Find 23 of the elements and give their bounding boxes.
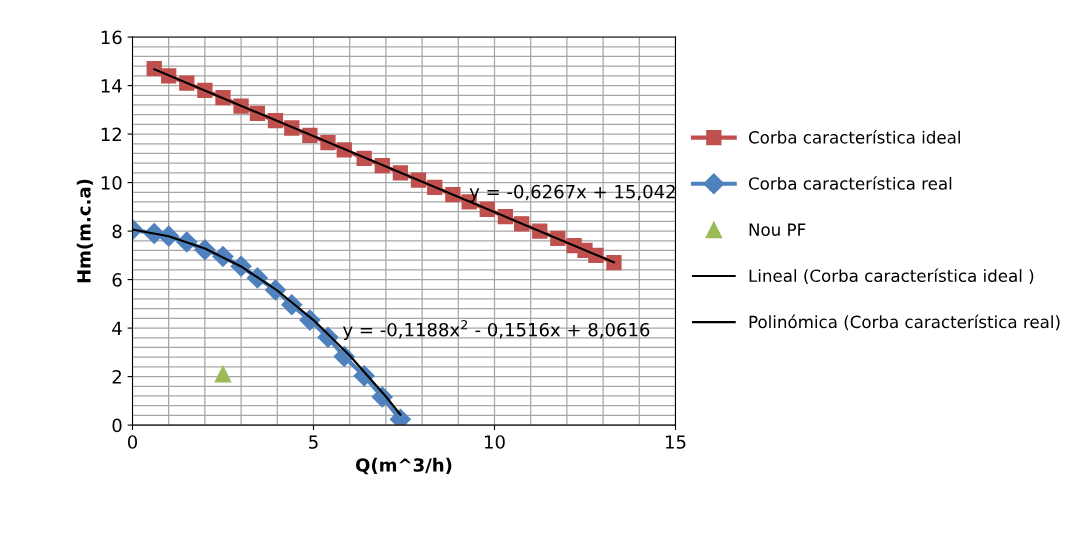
y-tick-label: 0 bbox=[112, 418, 122, 433]
y-tick-label: 6 bbox=[112, 273, 122, 287]
y-tick-label: 2 bbox=[112, 370, 121, 384]
legend-label: Lineal (Corba característica ideal ) bbox=[749, 268, 1034, 285]
annotation: y = -0,1188x$^{2}$ - 0,1516x + 8,0616 bbox=[342, 319, 650, 341]
point bbox=[214, 365, 232, 383]
legend-label: Corba característica real bbox=[748, 176, 952, 190]
y-tick-label: 8 bbox=[112, 224, 122, 239]
x-tick-label: 15 bbox=[665, 435, 686, 449]
x-axis-title: Q(m^3/h) bbox=[355, 457, 452, 475]
point bbox=[606, 254, 622, 271]
x-tick-label: 0 bbox=[127, 435, 138, 449]
y-axis-title: Hm(m.c.a) bbox=[76, 179, 93, 283]
y-tick-label: 12 bbox=[101, 127, 121, 141]
legend-label: Nou PF bbox=[749, 223, 806, 236]
legend-label: Polinómica (Corba característica real) bbox=[749, 314, 1060, 331]
y-tick-label: 4 bbox=[112, 321, 122, 335]
y-tick-label: 14 bbox=[101, 79, 122, 93]
legend-label: Corba característica ideal bbox=[748, 130, 960, 144]
x-tick-label: 5 bbox=[309, 435, 318, 449]
y-tick-label: 10 bbox=[101, 176, 122, 190]
x-tick-label: 10 bbox=[484, 435, 505, 449]
y-tick-label: 16 bbox=[101, 30, 122, 45]
